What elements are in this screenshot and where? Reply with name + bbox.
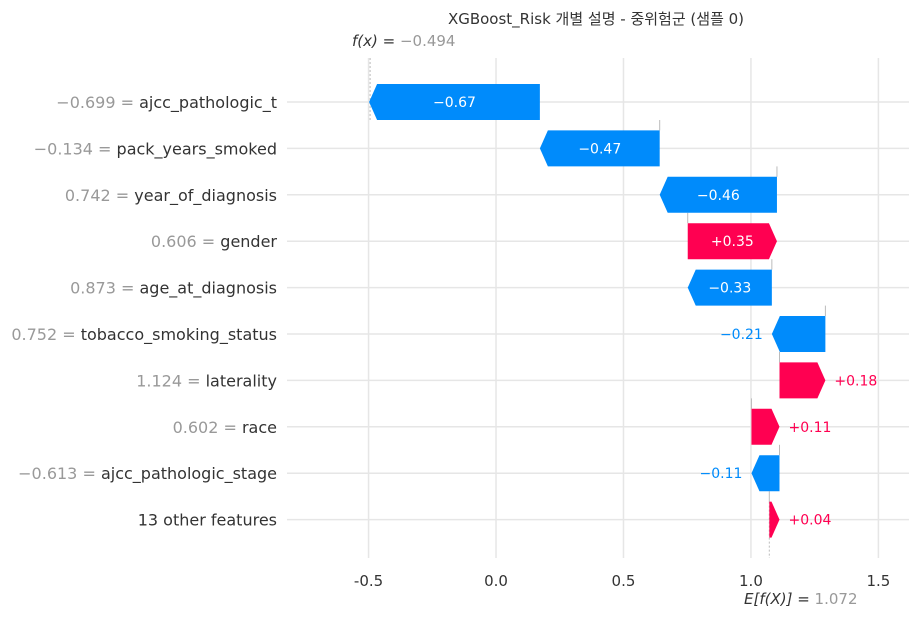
bar-value-label: −0.67 <box>433 95 476 111</box>
shap-bar <box>539 130 660 167</box>
x-tick-label: 0.0 <box>484 572 508 590</box>
fx-label: f(x) = <box>352 32 400 50</box>
feature-name: age_at_diagnosis <box>140 279 278 299</box>
bar-value-label: +0.11 <box>789 420 832 436</box>
feature-label: 0.602 = race <box>173 418 277 437</box>
base-value: 1.072 <box>815 590 858 608</box>
x-tick-label: 1.0 <box>739 572 763 590</box>
base-annotation: E[f(X)] = 1.072 <box>744 590 858 608</box>
feature-value: 0.873 = <box>70 279 139 298</box>
feature-label: −0.699 = ajcc_pathologic_t <box>56 93 277 113</box>
feature-name: tobacco_smoking_status <box>81 325 277 345</box>
x-tick-label: -0.5 <box>354 572 383 590</box>
shap-bar <box>751 408 780 445</box>
base-label: E[f(X)] = <box>744 590 815 608</box>
feature-labels: −0.699 = ajcc_pathologic_t −0.134 = pack_… <box>11 93 277 530</box>
feature-label: 13 other features <box>138 511 277 530</box>
feature-value: −0.613 = <box>18 464 101 483</box>
x-tick-labels: -0.5 0.0 0.5 1.0 1.5 <box>354 572 890 590</box>
feature-label: −0.134 = pack_years_smoked <box>34 139 277 159</box>
x-tick-label: 0.5 <box>612 572 636 590</box>
shap-bar <box>751 455 780 492</box>
x-tick-label: 1.5 <box>866 572 890 590</box>
bar-value-label: +0.04 <box>789 513 832 529</box>
feature-label: 0.606 = gender <box>151 232 278 251</box>
bar-value-label: −0.11 <box>700 466 743 482</box>
feature-value: 0.606 = <box>151 232 220 251</box>
bar-value-label: −0.21 <box>720 327 763 343</box>
feature-name: ajcc_pathologic_stage <box>101 464 277 484</box>
feature-name: year_of_diagnosis <box>134 186 277 206</box>
bar-labels: −0.67 −0.47 −0.46 +0.35 −0.33 −0.21 +0.18 +0.11… <box>433 95 877 529</box>
feature-name: 13 other features <box>138 511 277 530</box>
bar-value-label: −0.47 <box>578 141 621 157</box>
chart-title: XGBoost_Risk 개별 설명 - 중위험군 (샘플 0) <box>448 10 744 29</box>
feature-label: 0.873 = age_at_diagnosis <box>70 279 277 299</box>
feature-value: 0.742 = <box>65 186 134 205</box>
fx-value: −0.494 <box>400 32 456 50</box>
shap-bar <box>369 84 540 120</box>
feature-value: 0.752 = <box>11 325 80 344</box>
feature-label: −0.613 = ajcc_pathologic_stage <box>18 464 277 484</box>
feature-name: ajcc_pathologic_t <box>139 93 277 113</box>
feature-label: 0.742 = year_of_diagnosis <box>65 186 277 206</box>
feature-name: laterality <box>206 371 277 390</box>
bar-value-label: +0.35 <box>711 234 754 250</box>
shap-bar <box>779 362 826 399</box>
bar-value-label: −0.33 <box>708 281 751 297</box>
feature-label: 0.752 = tobacco_smoking_status <box>11 325 277 345</box>
feature-value: 1.124 = <box>136 371 205 390</box>
shap-bar <box>687 269 772 306</box>
feature-name: pack_years_smoked <box>117 139 277 159</box>
shap-bar <box>687 223 777 260</box>
bar-value-label: −0.46 <box>697 188 740 204</box>
shap-bar <box>769 501 780 538</box>
shap-bar <box>659 176 777 213</box>
shap-bar <box>771 316 826 352</box>
feature-label: 1.124 = laterality <box>136 371 277 390</box>
feature-value: −0.699 = <box>56 93 139 112</box>
feature-name: gender <box>220 232 277 251</box>
bar-value-label: +0.18 <box>834 373 877 389</box>
feature-name: race <box>242 418 277 437</box>
feature-value: −0.134 = <box>34 139 117 158</box>
bars <box>369 84 826 538</box>
feature-value: 0.602 = <box>173 418 242 437</box>
fx-annotation: f(x) = −0.494 <box>352 32 455 50</box>
